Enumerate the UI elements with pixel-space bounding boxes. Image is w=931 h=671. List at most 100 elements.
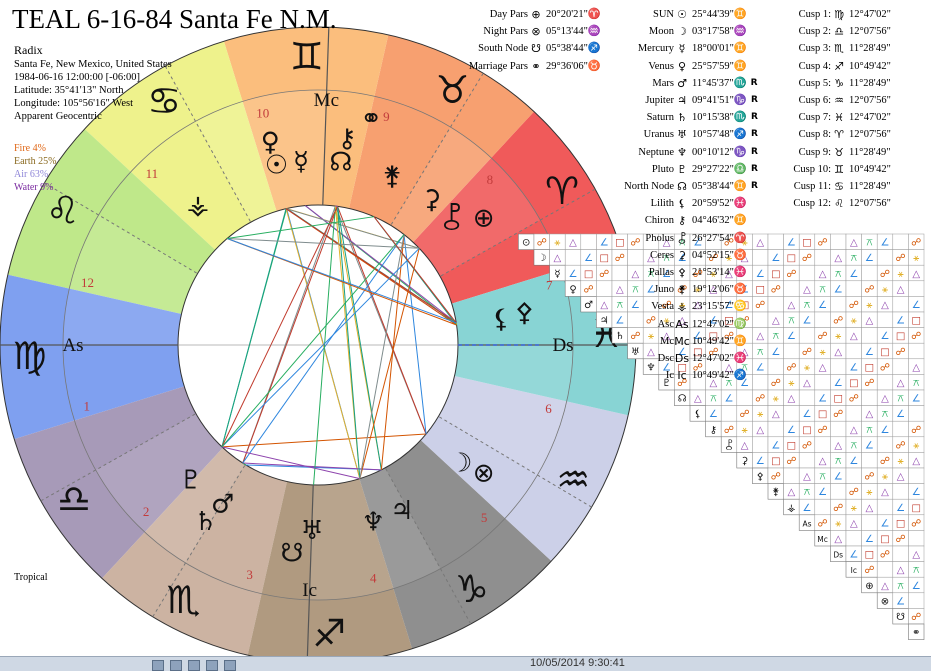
planet-position: 03°17'58"♒: [690, 23, 747, 40]
aspect-grid-mark: ⚻: [819, 472, 826, 483]
taskbar-app-icon[interactable]: [152, 660, 164, 671]
planet-row: Pholus⯛26°27'54"♈: [598, 230, 758, 247]
aspect-grid-cell: [893, 421, 909, 437]
aspect-grid-symbol: ⊗: [881, 596, 889, 607]
aspect-grid-cell: [799, 452, 815, 468]
cusp-name: Cusp 4:: [787, 58, 831, 75]
planet-glyph: ⚵: [674, 281, 690, 298]
pars-position: 29°36'06"♉: [544, 58, 601, 75]
info-line: Radix: [14, 44, 172, 57]
aspect-grid-mark: ☍: [771, 284, 781, 295]
planet-row: Juno⚵19°12'06"♉: [598, 281, 758, 298]
cusp-position: 11°28'49": [847, 178, 891, 195]
aspect-grid-mark: ∠: [912, 394, 921, 405]
aspect-grid-mark: △: [866, 316, 874, 327]
planet-glyph: ☽: [674, 23, 690, 40]
planet-name: Saturn: [598, 109, 674, 126]
aspect-grid-mark: ⚹: [913, 253, 919, 264]
aspect-grid-mark: ⚻: [897, 581, 904, 592]
aspect-grid-mark: △: [850, 425, 858, 436]
pars-row: Marriage Pars⚭29°36'06"♉: [440, 58, 601, 75]
aspect-grid-mark: △: [819, 456, 827, 467]
info-line: Apparent Geocentric: [14, 110, 172, 123]
aspect-grid-mark: □: [880, 534, 889, 545]
aspect-grid-mark: ∠: [896, 503, 905, 514]
aspect-grid-cell: [581, 234, 597, 250]
aspect-grid-mark: ∠: [896, 409, 905, 420]
aspect-grid-mark: ☍: [771, 378, 781, 389]
aspect-grid-cell: [846, 281, 862, 297]
aspect-grid-cell: [877, 437, 893, 453]
planet-position: 10°15'38"♏: [690, 109, 747, 126]
planet-position: 04°46'32"♊: [690, 212, 747, 229]
aspect-grid-mark: ∠: [912, 300, 921, 311]
aspect-grid-symbol: ♂: [584, 300, 593, 311]
taskbar-app-icon[interactable]: [188, 660, 200, 671]
aspect-grid-cell: [862, 390, 878, 406]
cusp-row: Cusp 9:♉11°28'49": [787, 144, 891, 161]
planet-position: 25°57'59"♊: [690, 58, 747, 75]
aspect-grid-symbol: ⚵: [772, 487, 779, 498]
aspect-grid-mark: ☍: [786, 269, 796, 280]
aspect-grid-mark: □: [787, 440, 796, 451]
taskbar-app-icon[interactable]: [170, 660, 182, 671]
taskbar-app-icon[interactable]: [206, 660, 218, 671]
pars-name: South Node: [440, 40, 528, 57]
aspect-grid-mark: △: [850, 518, 858, 529]
aspect-grid-cell: [846, 530, 862, 546]
aspect-grid-cell: [721, 406, 737, 422]
aspect-grid-mark: ⚹: [757, 409, 763, 420]
aspect-grid-mark: □: [818, 409, 827, 420]
aspect-grid-mark: ∠: [803, 316, 812, 327]
cusp-glyph: ♎: [831, 23, 847, 40]
aspect-grid-mark: ☍: [880, 550, 890, 561]
aspect-grid-mark: ∠: [787, 331, 796, 342]
aspect-grid-mark: △: [772, 409, 780, 420]
aspect-grid-mark: △: [788, 487, 796, 498]
planet-name: Mc: [598, 333, 674, 350]
planet-name: Ic: [598, 367, 674, 384]
aspect-grid-mark: ∠: [849, 456, 858, 467]
aspect-grid-mark: △: [834, 440, 842, 451]
planet-glyph: ⚴: [674, 264, 690, 281]
aspect-grid-mark: ∠: [787, 238, 796, 249]
taskbar-app-icon[interactable]: [224, 660, 236, 671]
aspect-grid-mark: △: [569, 238, 577, 249]
planet-name: Pluto: [598, 161, 674, 178]
aspect-grid-cell: [877, 499, 893, 515]
aspect-grid-cell: [846, 468, 862, 484]
aspect-grid-mark: ∠: [725, 394, 734, 405]
element-percentage: Air 63%: [14, 168, 57, 181]
aspect-grid-mark: △: [772, 316, 780, 327]
aspect-grid-mark: ∠: [818, 394, 827, 405]
aspect-grid-mark: ☍: [724, 425, 734, 436]
aspect-grid-cell: [830, 359, 846, 375]
planet-position: 09°41'51"♑: [690, 92, 747, 109]
aspect-grid-mark: ∠: [896, 316, 905, 327]
aspect-grid-mark: △: [803, 378, 811, 389]
aspect-grid-mark: ∠: [912, 487, 921, 498]
aspect-grid-mark: ☍: [896, 440, 906, 451]
planet-position: 29°27'22"♎: [690, 161, 747, 178]
aspect-grid-mark: ⚻: [804, 300, 811, 311]
aspect-grid-mark: ☍: [786, 362, 796, 373]
pars-row: Night Pars⊗05°13'44"♒: [440, 23, 601, 40]
planet-row: Vesta⚶23°15'57"♋: [598, 298, 758, 315]
aspect-grid-mark: ⚻: [819, 284, 826, 295]
cusp-name: Cusp 6:: [787, 92, 831, 109]
aspect-grid-mark: △: [881, 487, 889, 498]
planet-name: Moon: [598, 23, 674, 40]
aspect-grid-symbol: ☽: [537, 253, 546, 264]
aspect-grid-cell: [877, 312, 893, 328]
planet-row: Mars♂11°45'37"♏R: [598, 75, 758, 92]
aspect-grid-mark: ∠: [818, 300, 827, 311]
cusp-glyph: ♑: [831, 75, 847, 92]
aspect-grid-mark: ☍: [849, 394, 859, 405]
aspect-grid-mark: □: [771, 456, 780, 467]
planet-name: Asc: [598, 316, 674, 333]
aspect-grid-mark: ☍: [864, 565, 874, 576]
aspect-grid-mark: ∠: [849, 362, 858, 373]
aspect-grid-mark: ∠: [849, 550, 858, 561]
